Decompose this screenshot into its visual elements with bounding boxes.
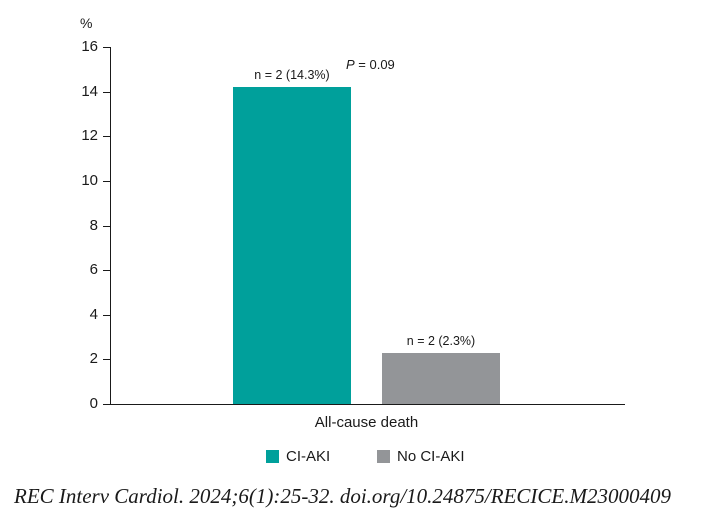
legend-swatch-ci-aki <box>266 450 279 463</box>
y-tick-label: 0 <box>89 395 98 412</box>
bar-no-ci-aki <box>382 353 500 404</box>
legend-swatch-no-ci-aki <box>377 450 390 463</box>
y-tick-mark <box>103 225 110 227</box>
y-tick-mark <box>103 404 110 405</box>
y-tick-mark <box>103 136 110 138</box>
y-tick-label: 6 <box>89 261 98 279</box>
p-symbol: P <box>346 57 355 72</box>
y-axis-line <box>110 47 111 405</box>
y-tick-label: 16 <box>81 38 98 55</box>
p-value: = 0.09 <box>354 57 395 72</box>
y-tick-mark <box>103 270 110 272</box>
y-tick-label: 8 <box>89 216 98 234</box>
legend-label-no-ci-aki: No CI-AKI <box>397 448 465 465</box>
x-axis-line <box>110 404 625 405</box>
p-value-annotation: P = 0.09 <box>346 57 395 72</box>
y-tick-mark <box>103 47 110 48</box>
y-tick-label: 4 <box>89 305 98 323</box>
y-axis-unit: % <box>80 15 93 31</box>
y-tick-label: 14 <box>81 82 98 100</box>
y-tick-mark <box>103 359 110 361</box>
y-tick-mark <box>103 314 110 316</box>
y-tick-mark <box>103 91 110 93</box>
y-tick-label: 2 <box>89 350 98 368</box>
y-tick-label: 10 <box>81 171 98 189</box>
bar-label-ci-aki: n = 2 (14.3%) <box>254 68 330 82</box>
y-tick-mark <box>103 180 110 182</box>
bar-ci-aki <box>233 87 351 404</box>
citation: REC Interv Cardiol. 2024;6(1):25-32. doi… <box>14 484 671 508</box>
y-tick-label: 12 <box>81 127 98 145</box>
legend-label-ci-aki: CI-AKI <box>286 448 331 465</box>
x-category-label: All-cause death <box>314 414 419 431</box>
bar-label-no-ci-aki: n = 2 (2.3%) <box>406 334 476 348</box>
